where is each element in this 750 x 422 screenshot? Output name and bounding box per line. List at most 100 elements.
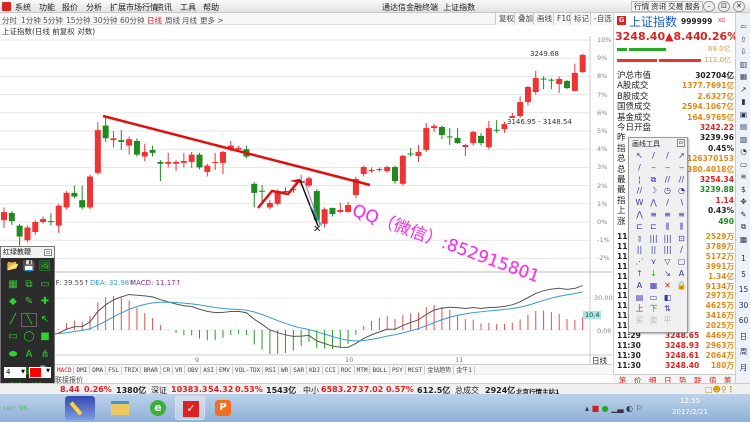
side-tool-icon[interactable]: ↗	[740, 84, 747, 94]
drawing-toolbar[interactable]: 画线工具 ▫ ↖ / / ↗ / ‒ ‒ ‒ ¦ ⧉//////☽ ◷ ◔ W ⋀ ∕ ∖ ⋀ ≡ ≡ ≡ ⊏ ⊏ ⫼ ⫼ ⫾ |…	[628, 137, 688, 333]
draw-tool-icon[interactable]: ∕	[666, 198, 669, 208]
toolbox-tool-icon[interactable]: ⬬	[8, 348, 18, 360]
draw-tool-icon[interactable]: ⋀	[636, 210, 643, 219]
draw-tool-icon[interactable]: ↑	[636, 269, 643, 278]
indicator-tab[interactable]: ASI	[201, 366, 218, 375]
toolbox-tool-icon[interactable]: ⋔	[40, 348, 50, 360]
clock-date[interactable]: 2017/2/21	[672, 408, 708, 416]
draw-tool-icon[interactable]: ◧	[663, 292, 672, 302]
draw-tool-icon[interactable]: ◔	[678, 186, 685, 196]
period-tab[interactable]: 周线	[165, 16, 180, 25]
indicator-tab[interactable]: EMV	[217, 366, 233, 375]
period-tab[interactable]: 15分钟	[66, 16, 91, 25]
side-tool-icon[interactable]: ▩	[739, 234, 748, 244]
draw-tool-icon[interactable]: ‒	[664, 162, 671, 172]
draw-tool-icon[interactable]: 买	[635, 316, 644, 326]
draw-tool-icon[interactable]: A	[636, 280, 643, 290]
toolbox-tool-icon[interactable]: ✎	[24, 296, 34, 307]
quote-tab[interactable]: 值	[709, 376, 717, 385]
draw-tool-icon[interactable]: ¦	[638, 174, 641, 184]
toolbox-tool-icon[interactable]: ↖	[40, 313, 50, 325]
draw-tool-icon[interactable]: A	[678, 269, 685, 278]
draw-tool-icon[interactable]: 下	[649, 304, 658, 314]
draw-tool-icon[interactable]: 🔒	[676, 280, 687, 290]
draw-tool-icon[interactable]: ▽	[664, 257, 671, 267]
toolbox-tool-icon[interactable]: 🖼	[38, 261, 52, 272]
color-select[interactable]: ▼	[29, 367, 51, 378]
side-tool-icon[interactable]: ⇦	[740, 22, 747, 31]
clock-time[interactable]: 12:55	[679, 397, 701, 405]
side-tool-icon[interactable]: ▥	[739, 59, 748, 69]
draw-tool-icon[interactable]: ∕	[680, 245, 683, 255]
indicator-tab[interactable]: 金钻趋势	[425, 366, 455, 375]
draw-tool-icon[interactable]: ↓	[650, 269, 657, 278]
draw-tool-icon[interactable]: /	[666, 151, 669, 160]
period-tab[interactable]: 1分钟	[21, 16, 41, 25]
toolbox-tool-icon[interactable]: ✚	[40, 296, 50, 307]
draw-tool-icon[interactable]: W	[635, 198, 644, 208]
side-tool-icon[interactable]: ▦	[739, 72, 748, 81]
draw-tool-icon[interactable]: ☽	[649, 186, 658, 196]
toolbox-tool-icon[interactable]: ▭	[40, 278, 50, 290]
draw-tool-icon[interactable]: ▭	[649, 292, 658, 302]
draw-tool-icon[interactable]: ||	[636, 245, 643, 255]
toolbox-tool-icon[interactable]: ◆	[9, 296, 17, 307]
top-button[interactable]: 服务	[682, 1, 703, 12]
period-tab[interactable]: 日线	[147, 16, 162, 25]
side-period-button[interactable]: 月	[739, 362, 748, 372]
toolbox-tool-icon[interactable]: ◯	[23, 331, 35, 342]
menu-item[interactable]: 系统	[15, 3, 31, 12]
period-tab[interactable]: 分时	[2, 16, 17, 25]
indicator-tab[interactable]: TRIX	[122, 366, 142, 375]
period-tab[interactable]: 5分钟	[43, 16, 63, 25]
indicator-tab[interactable]: OBV	[185, 366, 202, 375]
draw-tool-icon[interactable]: ⇅	[664, 304, 671, 314]
indicator-tab[interactable]: DMA	[90, 366, 107, 375]
draw-tool-icon[interactable]: ||	[650, 245, 657, 255]
quote-tab[interactable]: 筹	[724, 376, 732, 385]
indicator-tab[interactable]: RSI	[263, 366, 280, 375]
side-tool-icon[interactable]: ✥	[740, 197, 747, 206]
menu-item[interactable]: 工具	[180, 3, 196, 12]
draw-tool-icon[interactable]: //	[664, 174, 671, 184]
draw-tool-icon[interactable]: ▦	[649, 280, 658, 290]
toolbox-tool-icon[interactable]: ╲	[21, 312, 37, 327]
indicator-tab[interactable]: ROC	[339, 366, 355, 375]
quote-tab[interactable]: 细	[649, 376, 657, 385]
side-tool-icon[interactable]: ≋	[740, 172, 747, 181]
link-quote-label[interactable]: 联接报价	[55, 376, 83, 384]
kline-chart[interactable]: ✕	[0, 0, 612, 364]
indicator-tab[interactable]: CR	[161, 366, 174, 375]
draw-tool-icon[interactable]: ▢	[677, 257, 686, 267]
draw-tool-icon[interactable]: /	[652, 151, 655, 160]
draw-tool-icon[interactable]: ⊏	[636, 221, 643, 231]
toolbox-tool-icon[interactable]: ⧉	[25, 278, 33, 290]
side-period-button[interactable]: 5	[741, 269, 746, 279]
side-tool-icon[interactable]: ⇩	[740, 47, 747, 56]
indicator-tab[interactable]: PSY	[390, 366, 406, 375]
indicator-tab[interactable]: KDJ	[307, 366, 323, 375]
draw-tool-icon[interactable]: ⫼	[679, 221, 684, 231]
draw-tool-icon[interactable]: //	[678, 174, 685, 184]
indicator-tab[interactable]: MCST	[406, 366, 426, 375]
indicator-tab[interactable]: VOL-TDX	[233, 366, 264, 375]
side-period-button[interactable]: 周	[739, 347, 748, 356]
draw-tool-icon[interactable]: ⫾	[638, 233, 641, 243]
toolbox-tool-icon[interactable]: ■	[40, 331, 50, 342]
draw-tool-icon[interactable]: ∖	[678, 198, 685, 208]
quote-tab[interactable]: 日	[664, 376, 672, 385]
draw-tool-icon[interactable]: ⊏	[650, 221, 657, 231]
pointer-app-icon[interactable]	[65, 396, 95, 420]
side-period-button[interactable]: 30	[738, 300, 749, 310]
draw-tool-icon[interactable]: |||	[663, 233, 672, 243]
indicator-tab[interactable]: 金牛1	[454, 366, 475, 375]
toolbox-tool-icon[interactable]: ⊞	[22, 366, 36, 378]
chart-tool-button[interactable]: 标记	[570, 13, 592, 25]
draw-tool-icon[interactable]: ⋰	[635, 257, 644, 267]
draw-tool-icon[interactable]: ⧉	[650, 174, 657, 184]
side-tool-icon[interactable]: ⧉	[740, 222, 747, 231]
indicator-tab[interactable]: BRAR	[141, 366, 161, 375]
quote-tab[interactable]: 势	[679, 376, 687, 385]
draw-tool-icon[interactable]: ↖	[636, 151, 643, 160]
chart-tool-button[interactable]: 画线	[533, 13, 555, 25]
